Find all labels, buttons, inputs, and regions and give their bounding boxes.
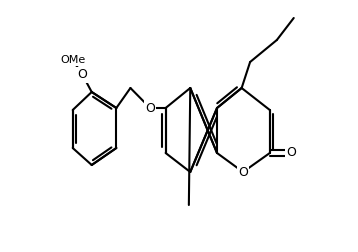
Text: O: O bbox=[286, 146, 296, 160]
Text: O: O bbox=[78, 69, 87, 81]
Text: OMe: OMe bbox=[60, 55, 85, 65]
Text: O: O bbox=[238, 166, 248, 178]
Text: O: O bbox=[145, 102, 155, 114]
